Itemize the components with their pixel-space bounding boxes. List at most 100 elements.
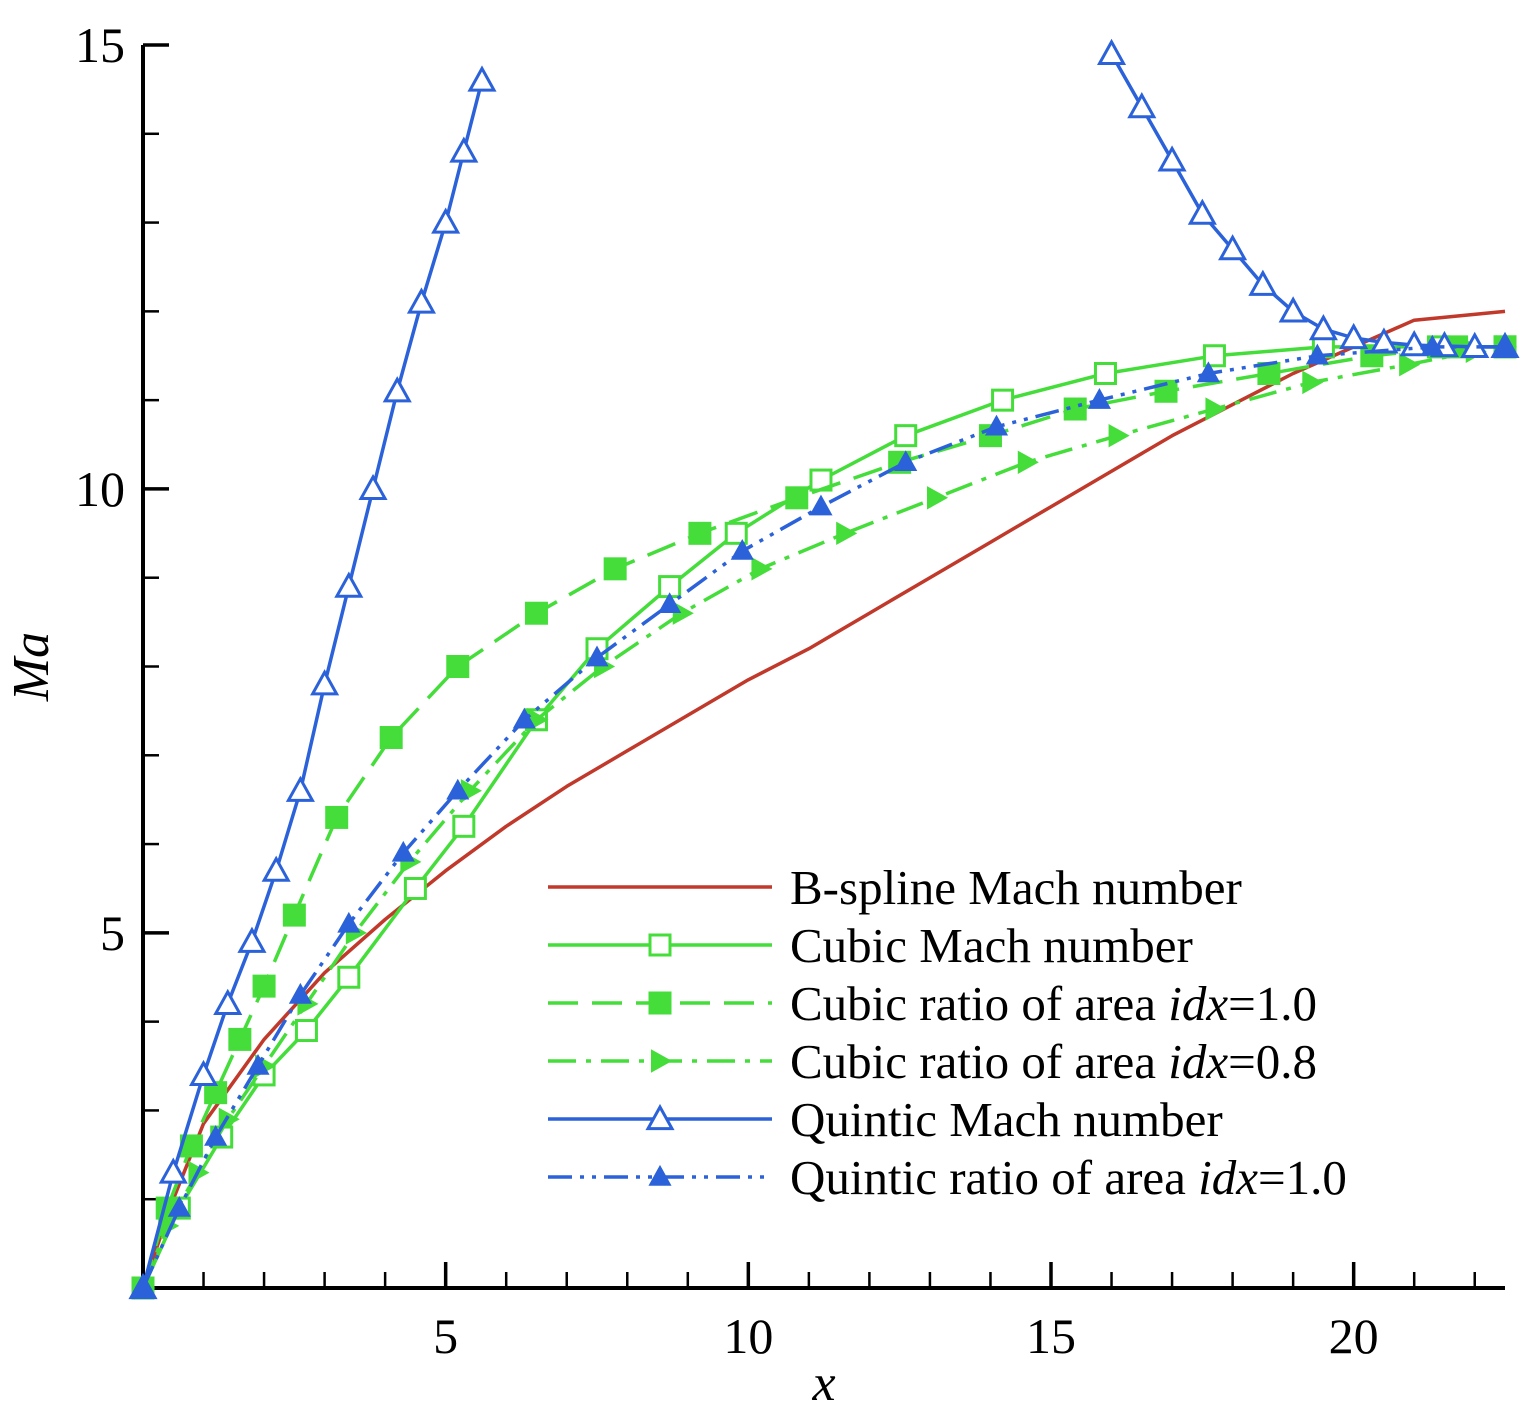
data-point xyxy=(1218,234,1248,261)
data-point xyxy=(467,65,497,92)
data-point xyxy=(391,840,415,862)
data-point xyxy=(158,1157,188,1184)
data-point xyxy=(1187,198,1217,225)
data-point xyxy=(524,601,548,625)
legend-marker xyxy=(651,1049,673,1073)
data-point xyxy=(1202,344,1226,368)
series-5 xyxy=(128,38,1520,1300)
data-point xyxy=(188,1059,219,1087)
legend-marker xyxy=(648,933,672,957)
series-line xyxy=(141,345,1505,1289)
legend-item: Cubic Mach number xyxy=(548,918,1193,973)
y-tick-label: 10 xyxy=(75,461,125,517)
data-point xyxy=(446,655,470,678)
data-point xyxy=(894,424,918,448)
data-point xyxy=(1399,330,1429,357)
data-point xyxy=(991,388,1015,412)
data-point xyxy=(228,1027,252,1051)
x-tick-label: 20 xyxy=(1329,1308,1379,1364)
data-point xyxy=(1127,92,1157,119)
legend-item: Quintic Mach number xyxy=(548,1092,1223,1147)
data-point xyxy=(1157,145,1187,172)
data-point xyxy=(310,669,340,696)
data-point xyxy=(1087,388,1111,409)
y-tick-label: 5 xyxy=(100,905,125,961)
data-point xyxy=(785,486,809,510)
legend-marker xyxy=(648,1164,672,1186)
data-point xyxy=(603,557,627,581)
legend-label: Cubic Mach number xyxy=(790,918,1193,973)
data-point xyxy=(688,521,712,545)
data-point xyxy=(1339,322,1369,350)
data-point xyxy=(431,207,461,234)
data-point xyxy=(1017,450,1039,474)
data-point xyxy=(204,1124,228,1146)
legend-marker xyxy=(648,991,672,1015)
series-line xyxy=(141,309,1506,1289)
legend-item: B-spline Mach number xyxy=(548,860,1242,915)
data-point xyxy=(836,521,858,546)
series-line xyxy=(141,345,1505,1289)
data-point xyxy=(1205,397,1227,421)
legend-marker xyxy=(645,1103,675,1131)
axes: 5 10 15 20 5 10 15 x Ma xyxy=(3,17,1505,1412)
legend-label: Cubic ratio of area idx=0.8 xyxy=(790,1034,1317,1089)
data-point xyxy=(449,136,479,163)
legend-item: Quintic ratio of area idx=1.0 xyxy=(548,1150,1347,1205)
data-point xyxy=(167,1196,191,1217)
data-point xyxy=(285,775,315,802)
data-point xyxy=(252,974,276,998)
data-point xyxy=(334,571,364,598)
legend-label: Quintic Mach number xyxy=(790,1092,1223,1147)
data-point xyxy=(1420,334,1444,356)
data-point xyxy=(1196,361,1220,383)
data-point xyxy=(984,414,1009,436)
data-point xyxy=(294,1019,318,1043)
data-point xyxy=(379,726,403,750)
data-point xyxy=(1302,370,1324,395)
x-tick-label: 10 xyxy=(723,1308,773,1364)
series-line xyxy=(141,345,1506,1289)
data-point xyxy=(1093,362,1117,386)
series-line xyxy=(141,80,484,1289)
data-point xyxy=(1248,269,1278,296)
series-1 xyxy=(141,309,1506,1289)
data-point xyxy=(452,814,476,838)
data-point xyxy=(512,707,536,729)
data-point xyxy=(1278,296,1308,323)
data-point xyxy=(730,538,754,560)
data-point xyxy=(406,287,437,314)
x-axis-title: x xyxy=(811,1355,835,1412)
data-point xyxy=(446,778,470,800)
data-point xyxy=(809,494,833,516)
series-3 xyxy=(131,335,1517,1300)
data-point xyxy=(213,988,243,1015)
data-point xyxy=(926,486,949,510)
y-tick-label: 15 xyxy=(75,17,125,73)
data-point xyxy=(358,473,388,501)
data-point xyxy=(1108,423,1130,448)
data-point xyxy=(585,645,609,667)
data-point xyxy=(1399,352,1421,377)
data-point xyxy=(382,376,412,403)
series-line xyxy=(1109,53,1505,349)
x-tick-label: 15 xyxy=(1026,1308,1076,1364)
data-point xyxy=(131,1275,155,1297)
data-point xyxy=(751,557,773,581)
data-point xyxy=(325,805,349,829)
data-point xyxy=(1493,334,1517,356)
legend-item: Cubic ratio of area idx=0.8 xyxy=(548,1034,1317,1089)
legend-label: Quintic ratio of area idx=1.0 xyxy=(790,1150,1347,1205)
data-point xyxy=(658,592,682,614)
data-point xyxy=(282,903,306,927)
data-point xyxy=(724,521,748,545)
data-point xyxy=(237,926,267,953)
plot-area xyxy=(128,38,1520,1300)
legend-label: Cubic ratio of area idx=1.0 xyxy=(790,976,1317,1031)
data-point xyxy=(288,982,312,1004)
data-point xyxy=(1305,343,1329,365)
data-point xyxy=(337,911,361,933)
y-axis-title: Ma xyxy=(3,632,60,702)
